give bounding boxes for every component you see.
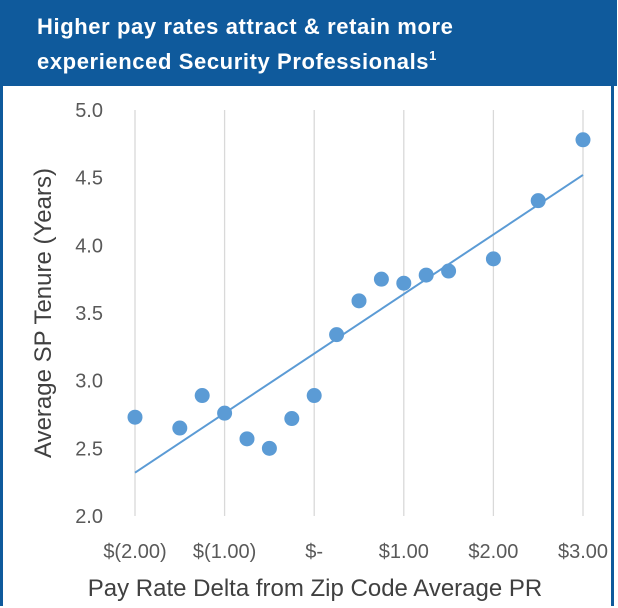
data-point-7: [306, 388, 322, 404]
data-point-2: [194, 388, 210, 404]
x-tick-label-5: $3.00: [558, 541, 608, 563]
data-point-13: [441, 263, 457, 279]
data-point-6: [284, 411, 300, 427]
data-point-5: [261, 440, 277, 456]
data-point-8: [329, 327, 345, 343]
x-tick-label-2: $-: [305, 541, 323, 563]
vertical-gridlines: [134, 110, 584, 516]
data-point-16: [575, 132, 591, 148]
y-tick-label-1: 2.5: [75, 438, 103, 460]
chart-header: Higher pay rates attract & retain more e…: [3, 0, 617, 86]
data-point-0: [127, 409, 143, 425]
y-axis-ticks: 2.0 2.5 3.0 3.5 4.0 4.5 5.0: [75, 100, 103, 528]
y-axis-title: Average SP Tenure (Years): [30, 168, 57, 458]
x-tick-label-0: $(2.00): [103, 541, 166, 563]
scatter-chart: 2.0 2.5 3.0 3.5 4.0 4.5 5.0 $(2.00) $(1.00) $- $1…: [30, 100, 608, 602]
data-point-3: [217, 405, 233, 421]
x-axis-title: Pay Rate Delta from Zip Code Average PR: [88, 575, 542, 602]
data-point-10: [373, 271, 389, 287]
x-tick-label-1: $(1.00): [193, 541, 256, 563]
y-tick-label-5: 4.5: [75, 168, 103, 190]
footnote-marker: 1: [429, 48, 437, 63]
data-point-15: [530, 193, 546, 209]
x-tick-label-4: $2.00: [468, 541, 518, 563]
trendline: [134, 174, 584, 474]
y-tick-label-4: 4.0: [75, 235, 103, 257]
data-points: [127, 132, 591, 456]
y-tick-label-3: 3.5: [75, 303, 103, 325]
y-tick-label-0: 2.0: [75, 506, 103, 528]
x-tick-label-3: $1.00: [379, 541, 429, 563]
y-tick-label-6: 5.0: [75, 100, 103, 122]
data-point-1: [172, 420, 188, 436]
data-point-12: [418, 267, 434, 283]
data-point-11: [396, 275, 412, 291]
chart-title-line-2: experienced Security Professionals1: [37, 48, 437, 74]
data-point-4: [239, 431, 255, 447]
data-point-9: [351, 293, 367, 309]
x-axis-ticks: $(2.00) $(1.00) $- $1.00 $2.00 $3.00: [103, 541, 608, 563]
chart-title-line-1: Higher pay rates attract & retain more: [37, 14, 454, 39]
y-tick-label-2: 3.0: [75, 371, 103, 393]
data-point-14: [485, 251, 501, 267]
